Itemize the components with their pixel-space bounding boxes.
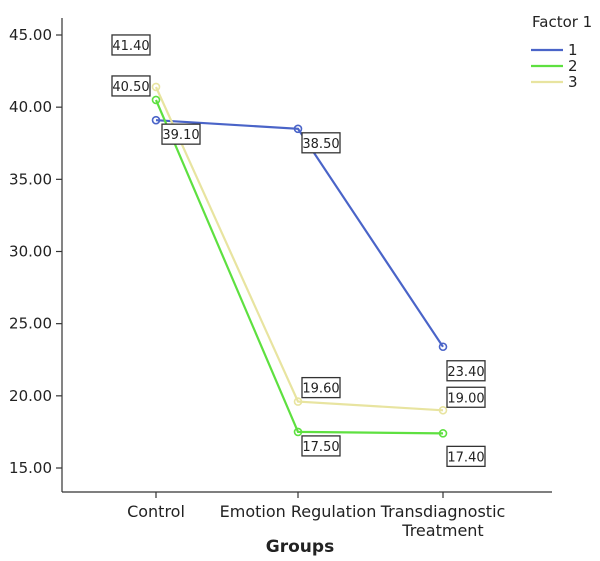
series-line-3 bbox=[154, 86, 444, 412]
data-label-box bbox=[111, 75, 151, 97]
legend-label: 2 bbox=[568, 57, 578, 75]
data-point-1 bbox=[293, 124, 303, 134]
data-label-box bbox=[301, 376, 341, 399]
data-point-2 bbox=[438, 429, 448, 438]
data-label: 23.40 bbox=[447, 365, 484, 380]
x-tick-label: Transdiagnostic bbox=[380, 502, 506, 521]
data-label-box bbox=[301, 435, 341, 457]
y-tick-label: 40.00 bbox=[9, 98, 52, 116]
data-point-2 bbox=[151, 95, 161, 105]
y-tick-label: 35.00 bbox=[9, 170, 52, 188]
x-axis-title: Groups bbox=[266, 537, 334, 557]
y-tick-label: 20.00 bbox=[9, 387, 52, 405]
data-label-box bbox=[446, 386, 486, 408]
y-tick-label: 30.00 bbox=[9, 243, 52, 261]
data-point-1 bbox=[438, 342, 448, 352]
series-line-2 bbox=[154, 99, 444, 435]
y-tick-label: 25.00 bbox=[9, 315, 52, 333]
x-tick-label: Emotion Regulation bbox=[220, 502, 377, 521]
data-label: 41.40 bbox=[112, 39, 149, 54]
data-label: 39.10 bbox=[162, 128, 199, 143]
data-label: 19.60 bbox=[302, 382, 339, 397]
data-label-box bbox=[446, 360, 486, 382]
data-point-3 bbox=[293, 397, 303, 406]
legend-title: Factor 1 bbox=[532, 13, 592, 31]
data-label-box bbox=[161, 123, 201, 145]
data-label: 38.50 bbox=[302, 137, 339, 152]
data-point-2 bbox=[293, 427, 303, 437]
data-label: 17.40 bbox=[447, 450, 484, 465]
data-label: 17.50 bbox=[302, 440, 339, 455]
data-label-box bbox=[111, 34, 151, 56]
legend-label: 3 bbox=[568, 73, 578, 91]
data-label-box bbox=[446, 445, 486, 468]
y-tick-label: 15.00 bbox=[9, 459, 52, 477]
legend-label: 1 bbox=[568, 41, 578, 59]
data-point-3 bbox=[151, 82, 161, 92]
x-tick-label: Treatment bbox=[401, 521, 483, 540]
data-label-box bbox=[301, 132, 341, 154]
data-label: 19.00 bbox=[447, 391, 484, 406]
data-point-1 bbox=[151, 115, 161, 125]
x-tick-label: Control bbox=[127, 502, 185, 521]
y-tick-label: 45.00 bbox=[9, 26, 52, 44]
data-point-3 bbox=[438, 405, 448, 415]
data-label: 40.50 bbox=[112, 80, 149, 95]
series-line-1 bbox=[155, 119, 444, 348]
